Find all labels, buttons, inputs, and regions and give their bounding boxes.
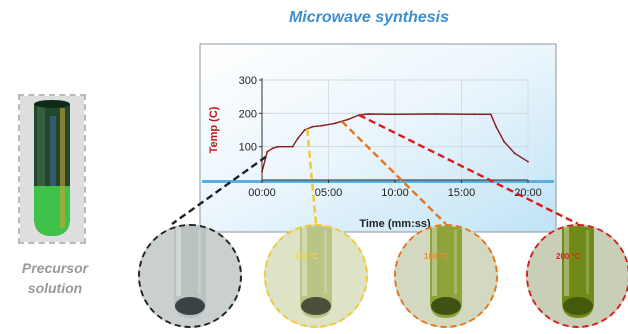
- data-point: [261, 170, 263, 173]
- data-point: [434, 113, 436, 115]
- connector-180: [340, 120, 447, 225]
- data-point: [473, 113, 476, 116]
- sample-label-180: 180 °C: [424, 252, 449, 261]
- data-point: [320, 124, 323, 127]
- data-point: [297, 137, 299, 140]
- data-point: [303, 129, 306, 131]
- x-axis-label: Time (mm:ss): [359, 218, 431, 230]
- data-point: [527, 160, 529, 163]
- data-point: [266, 150, 269, 153]
- data-point: [394, 113, 396, 116]
- precursor-label-line-2: solution: [27, 280, 83, 296]
- figure-title: Microwave synthesis: [288, 9, 450, 26]
- data-point: [271, 147, 274, 150]
- x-tick-label: 15:00: [448, 187, 476, 199]
- precursor-label: Precursor solution: [0, 258, 110, 298]
- sample-photo-180: [394, 224, 498, 328]
- x-tick-label: 00:00: [248, 187, 276, 199]
- y-tick-label: 200: [239, 108, 257, 120]
- connector-initial: [171, 155, 267, 225]
- connector-160: [306, 128, 318, 225]
- data-point: [277, 145, 279, 148]
- data-point: [489, 113, 492, 116]
- chart-panel: [199, 43, 557, 233]
- sample-connectors: [171, 113, 579, 226]
- data-point: [311, 125, 314, 128]
- data-point: [495, 125, 497, 128]
- precursor-tube-photo: [18, 94, 86, 244]
- sample-label-160: 160 °C: [294, 252, 319, 261]
- sample-label-200: 200 °C: [556, 252, 581, 261]
- y-tick-label: 100: [239, 142, 257, 154]
- data-point: [367, 113, 370, 115]
- data-point: [291, 145, 294, 148]
- sample-photo-initial: [138, 224, 242, 328]
- connector-200: [358, 113, 579, 226]
- y-axis-label: Temp (C): [208, 106, 220, 153]
- y-tick-label: 300: [239, 75, 257, 87]
- precursor-label-line-1: Precursor: [21, 260, 89, 276]
- data-point: [503, 140, 505, 143]
- sample-photo-160: [264, 224, 368, 328]
- data-point: [347, 118, 350, 121]
- sample-photo-200: [526, 224, 628, 328]
- data-point: [513, 152, 516, 155]
- x-tick-label: 05:00: [315, 187, 343, 199]
- data-point: [334, 122, 337, 125]
- x-tick-label: 10:00: [381, 187, 409, 199]
- chart-panel-band: [202, 180, 554, 183]
- chart-series: [261, 113, 529, 173]
